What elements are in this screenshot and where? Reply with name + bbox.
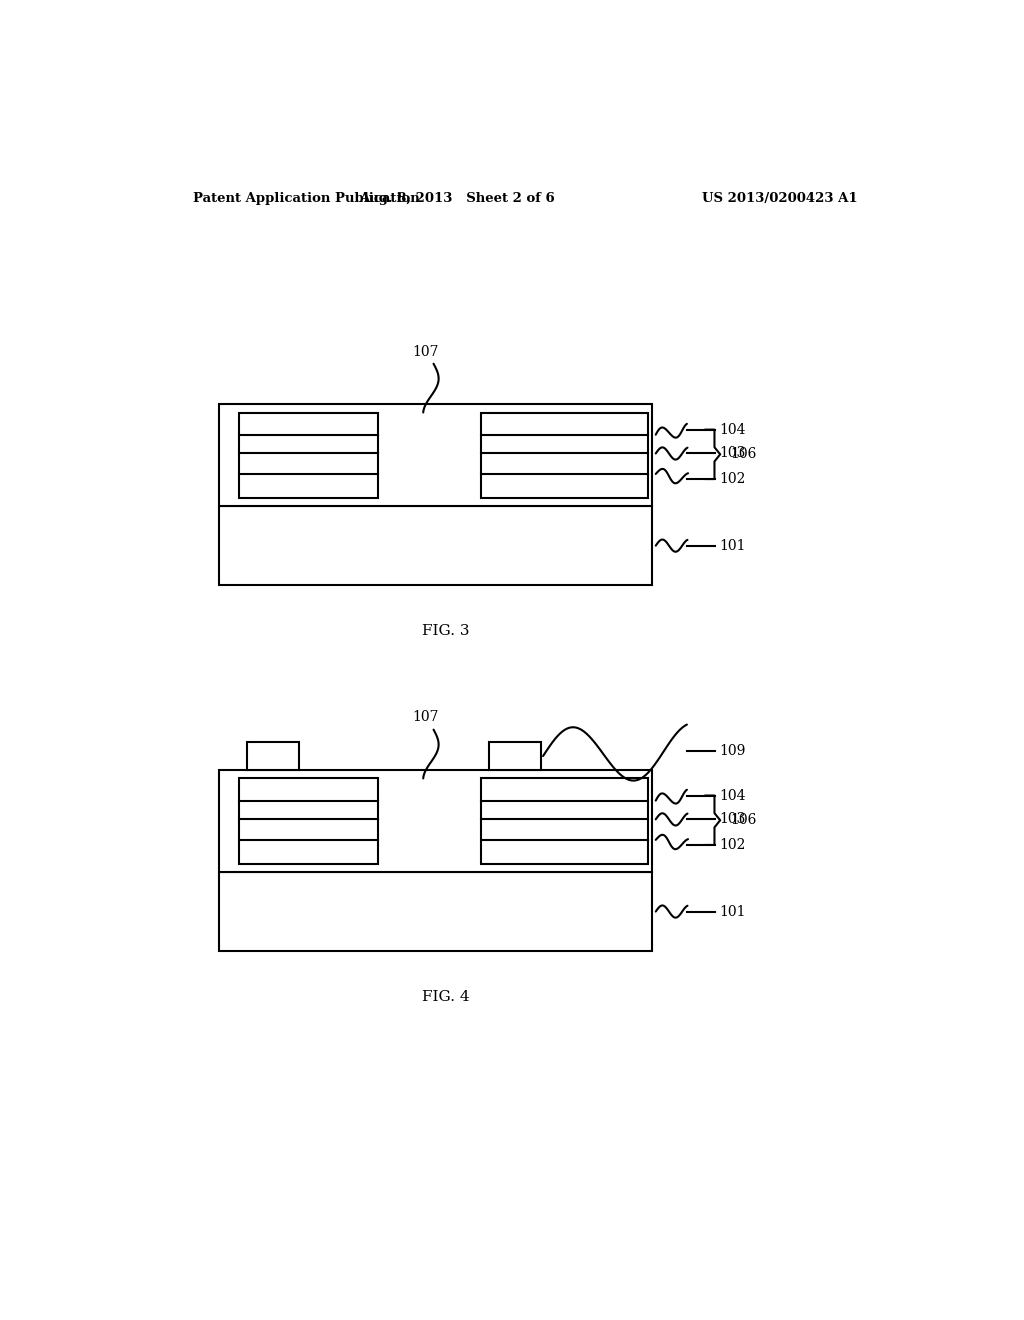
- Bar: [247, 742, 299, 771]
- Text: 103: 103: [719, 446, 745, 461]
- Text: 101: 101: [719, 904, 745, 919]
- Bar: [240, 779, 378, 863]
- Text: 102: 102: [719, 473, 745, 486]
- Text: FIG. 3: FIG. 3: [422, 624, 469, 638]
- Text: 109: 109: [719, 744, 745, 758]
- Text: 107: 107: [413, 345, 439, 359]
- Text: Patent Application Publication: Patent Application Publication: [194, 191, 420, 205]
- Text: 102: 102: [719, 838, 745, 851]
- Text: 106: 106: [730, 447, 757, 461]
- Bar: [219, 404, 652, 506]
- Bar: [489, 742, 541, 771]
- Text: 103: 103: [719, 812, 745, 826]
- Bar: [219, 873, 652, 952]
- Text: US 2013/0200423 A1: US 2013/0200423 A1: [702, 191, 858, 205]
- Text: 104: 104: [719, 788, 745, 803]
- Bar: [481, 413, 648, 498]
- Bar: [240, 413, 378, 498]
- Bar: [219, 506, 652, 585]
- Text: 106: 106: [730, 813, 757, 828]
- Text: 101: 101: [719, 539, 745, 553]
- Text: FIG. 4: FIG. 4: [422, 990, 469, 1005]
- Text: 104: 104: [719, 422, 745, 437]
- Text: Aug. 8, 2013   Sheet 2 of 6: Aug. 8, 2013 Sheet 2 of 6: [359, 191, 555, 205]
- Text: 107: 107: [413, 710, 439, 725]
- Bar: [219, 771, 652, 873]
- Bar: [481, 779, 648, 863]
